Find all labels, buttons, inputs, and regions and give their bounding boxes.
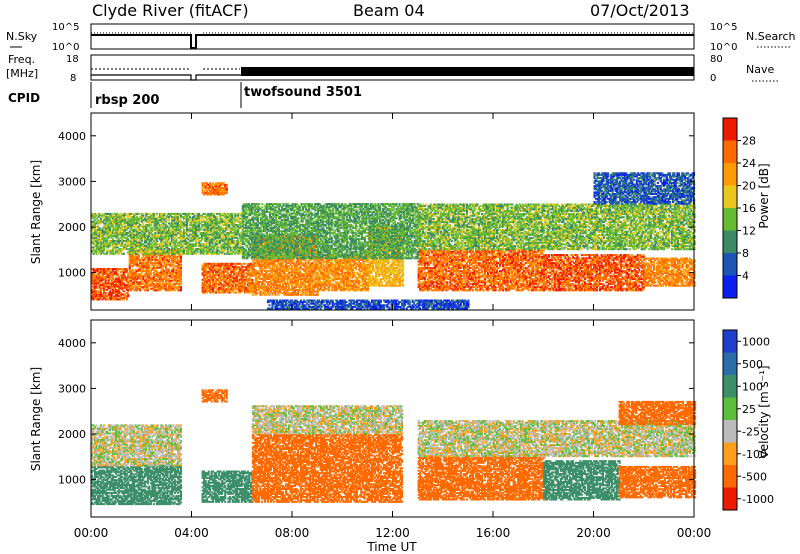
cpid-program-2: twofsound 3501 [244,85,362,100]
scatter-cell [226,184,228,186]
scatter-cell [244,263,246,265]
nsky-tick-bottom-right: 10^0 [710,42,737,53]
scatter-cell [105,292,107,294]
station-title: Clyde River (fitACF) [92,1,249,20]
scatter-cell [126,268,128,270]
freq-panel: Freq. [MHz] 18 8 80 0 Nave [6,53,778,84]
scatter-cell [180,264,182,266]
scatter-cell [127,294,129,296]
scatter-cell [251,279,253,281]
freq-tick-bottom-right: 0 [710,73,716,84]
nsky-tick-bottom-left: 10^0 [52,42,79,53]
nave-label: Nave [746,63,774,76]
nsky-label: N.Sky [6,30,38,43]
freq-tick-bottom-left: 8 [70,73,76,84]
scatter-cell [235,292,237,294]
scatter-cell [117,273,119,275]
scatter-cell [256,292,258,294]
cpid-panel: CPID rbsp 200 twofsound 3501 [8,82,362,108]
nsky-tick-top-left: 10^5 [52,22,79,33]
cpid-label: CPID [8,91,40,105]
scatter-cell [124,274,126,276]
scatter-cell [168,269,170,271]
date-title: 07/Oct/2013 [590,1,690,20]
nave-dense-block [241,67,694,76]
nsky-tick-top-right: 10^5 [710,22,737,33]
nsky-series-line [91,35,694,48]
power-scatter [91,172,696,309]
scatter-cell [180,286,182,288]
freq-tick-top-right: 80 [710,54,723,65]
nsearch-label: N.Search [746,30,796,43]
scatter-cell [123,290,125,292]
freq-label-line1: Freq. [8,53,35,66]
freq-label-line2: [MHz] [6,67,38,80]
scatter-cell [132,269,134,271]
cpid-program-1: rbsp 200 [95,93,159,108]
nsky-panel: N.Sky 10^5 10^0 10^5 10^0 N.Search [6,22,796,53]
beam-title: Beam 04 [353,1,425,20]
freq-tick-top-left: 18 [66,54,79,65]
scatter-cell [250,263,252,265]
